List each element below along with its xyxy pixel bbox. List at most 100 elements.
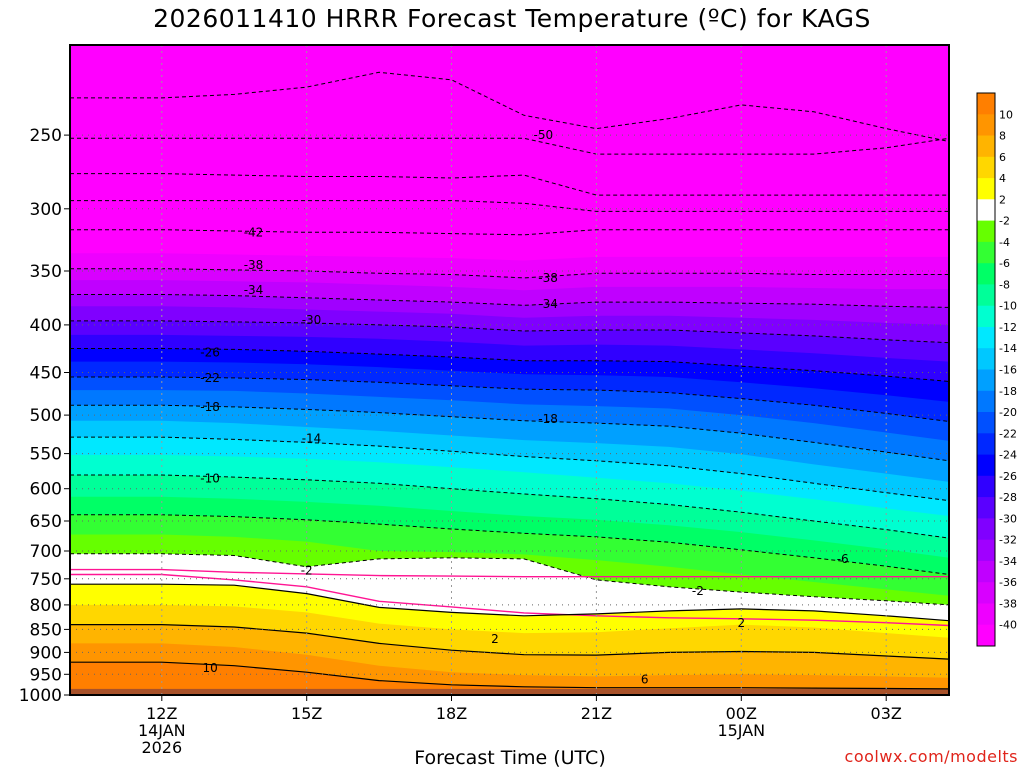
- colorbar-label: -8: [999, 278, 1010, 291]
- colorbar-label: 8: [999, 130, 1006, 143]
- contour-label: -10: [200, 472, 220, 486]
- colorbar-label: -16: [999, 364, 1017, 377]
- x-tick-date: 15JAN: [717, 721, 765, 740]
- contour-label-text: 2: [491, 632, 499, 646]
- y-tick-label: 650: [30, 512, 62, 532]
- contour-label-text: 10: [202, 661, 217, 675]
- colorbar-frame: [976, 92, 996, 647]
- contour-label-text: -6: [837, 552, 849, 566]
- colorbar-swatch: [977, 475, 995, 498]
- colorbar-label: -40: [999, 619, 1017, 632]
- colorbar-swatch: [977, 518, 995, 541]
- colorbar-swatch: [977, 327, 995, 349]
- contour-label: -18: [200, 400, 220, 414]
- y-axis: 250 300 350 400 450 500 550 600 650 700 750 800 850 9…: [19, 126, 70, 706]
- contour-label: -2: [301, 564, 313, 578]
- y-tick-label: 900: [30, 643, 62, 663]
- ground-layer: [70, 688, 949, 695]
- colorbar-swatch: [977, 284, 995, 307]
- y-tick-label: 1000: [19, 686, 62, 706]
- contour-label-text: -2: [692, 584, 704, 598]
- contour-label: 10: [202, 661, 217, 675]
- y-tick-label: 550: [30, 445, 62, 465]
- colorbar-label: -28: [999, 491, 1017, 504]
- contour-label-text: -2: [301, 564, 313, 578]
- colorbar-label: 4: [999, 172, 1006, 185]
- y-tick-label: 500: [30, 406, 62, 426]
- colorbar-label: -4: [999, 236, 1010, 249]
- colorbar-swatch: [977, 454, 995, 477]
- y-tick-label: 300: [30, 200, 62, 220]
- colorbar-label: 10: [999, 108, 1013, 121]
- x-tick-label: 15Z: [291, 704, 322, 723]
- contour-6: [70, 624, 949, 660]
- colorbar-label: -22: [999, 427, 1017, 440]
- contour-label: -14: [302, 432, 322, 446]
- contour-label: -34: [244, 283, 264, 297]
- y-tick-label: 700: [30, 542, 62, 562]
- temperature-bands: [70, 45, 949, 695]
- colorbar-swatch: [977, 497, 995, 519]
- contour-10: [70, 661, 949, 690]
- contour-label: -50: [533, 128, 553, 142]
- contour-neg30: [70, 320, 949, 344]
- colorbar-label: -2: [999, 215, 1010, 228]
- contour-label: 2: [737, 616, 745, 630]
- colorbar-swatch: [977, 369, 995, 392]
- colorbar-label: -36: [999, 576, 1017, 589]
- colorbar-swatch: [977, 135, 995, 158]
- colorbar-swatch: [977, 156, 995, 179]
- contour-label-text: -34: [538, 297, 558, 311]
- credit-link[interactable]: coolwx.com/modelts: [844, 747, 1018, 766]
- colorbar-label: -30: [999, 512, 1017, 525]
- contour-neg6: [70, 514, 949, 575]
- contour-label: 6: [641, 672, 649, 686]
- x-tick-label: 21Z: [581, 704, 612, 723]
- contour-neg50: [70, 137, 949, 155]
- contour-neg10: [70, 474, 949, 539]
- y-tick-label: 250: [30, 126, 62, 146]
- x-tick-date: 14JAN: [138, 721, 186, 740]
- contour-label: -22: [200, 371, 220, 385]
- colorbar: 10 8 6 4 2 -2 -4 -6 -8 -10 -12 -14 -16 -18 -20 -22 -24 -2…: [976, 92, 1017, 647]
- colorbar-swatch: [977, 241, 995, 264]
- colorbar-swatch: [977, 603, 995, 626]
- colorbar-swatch: [977, 305, 995, 328]
- y-tick-label: 850: [30, 620, 62, 640]
- y-tick-label: 800: [30, 596, 62, 616]
- contour-neg2: [70, 553, 949, 606]
- contour-neg26: [70, 348, 949, 382]
- contour-lines: [70, 71, 949, 690]
- y-tick-label: 400: [30, 316, 62, 336]
- colorbar-label: -26: [999, 470, 1017, 483]
- colorbar-swatch: [977, 624, 995, 647]
- contour-label-text: -50: [533, 128, 553, 142]
- contour-label-text: -14: [302, 432, 322, 446]
- y-tick-label: 950: [30, 665, 62, 685]
- contour-neg14: [70, 436, 949, 502]
- colorbar-swatch: [977, 199, 995, 222]
- colorbar-label: 2: [999, 193, 1006, 206]
- contour-label-text: -22: [200, 371, 220, 385]
- contour-neg34: [70, 294, 949, 308]
- contour-neg42: [70, 229, 949, 236]
- colorbar-label: -34: [999, 555, 1017, 568]
- colorbar-swatch: [977, 539, 995, 562]
- contour-label-text: -26: [200, 345, 220, 359]
- x-tick-year: 2026: [141, 738, 182, 757]
- x-tick-label: 00Z: [726, 704, 757, 723]
- contour-label-text: -10: [200, 472, 220, 486]
- chart-title: 2026011410 HRRR Forecast Temperature (ºC…: [153, 4, 871, 33]
- zero-line-2: [70, 573, 949, 627]
- colorbar-swatch: [977, 220, 995, 243]
- y-tick-label: 350: [30, 262, 62, 282]
- contour-neg44: [70, 200, 949, 212]
- band-10: [70, 662, 949, 695]
- y-tick-label: 750: [30, 570, 62, 590]
- contour-label-text: -30: [302, 313, 322, 327]
- contour-label: -38: [538, 271, 558, 285]
- contour-label-text: -18: [538, 412, 558, 426]
- contour-label: -34: [538, 297, 558, 311]
